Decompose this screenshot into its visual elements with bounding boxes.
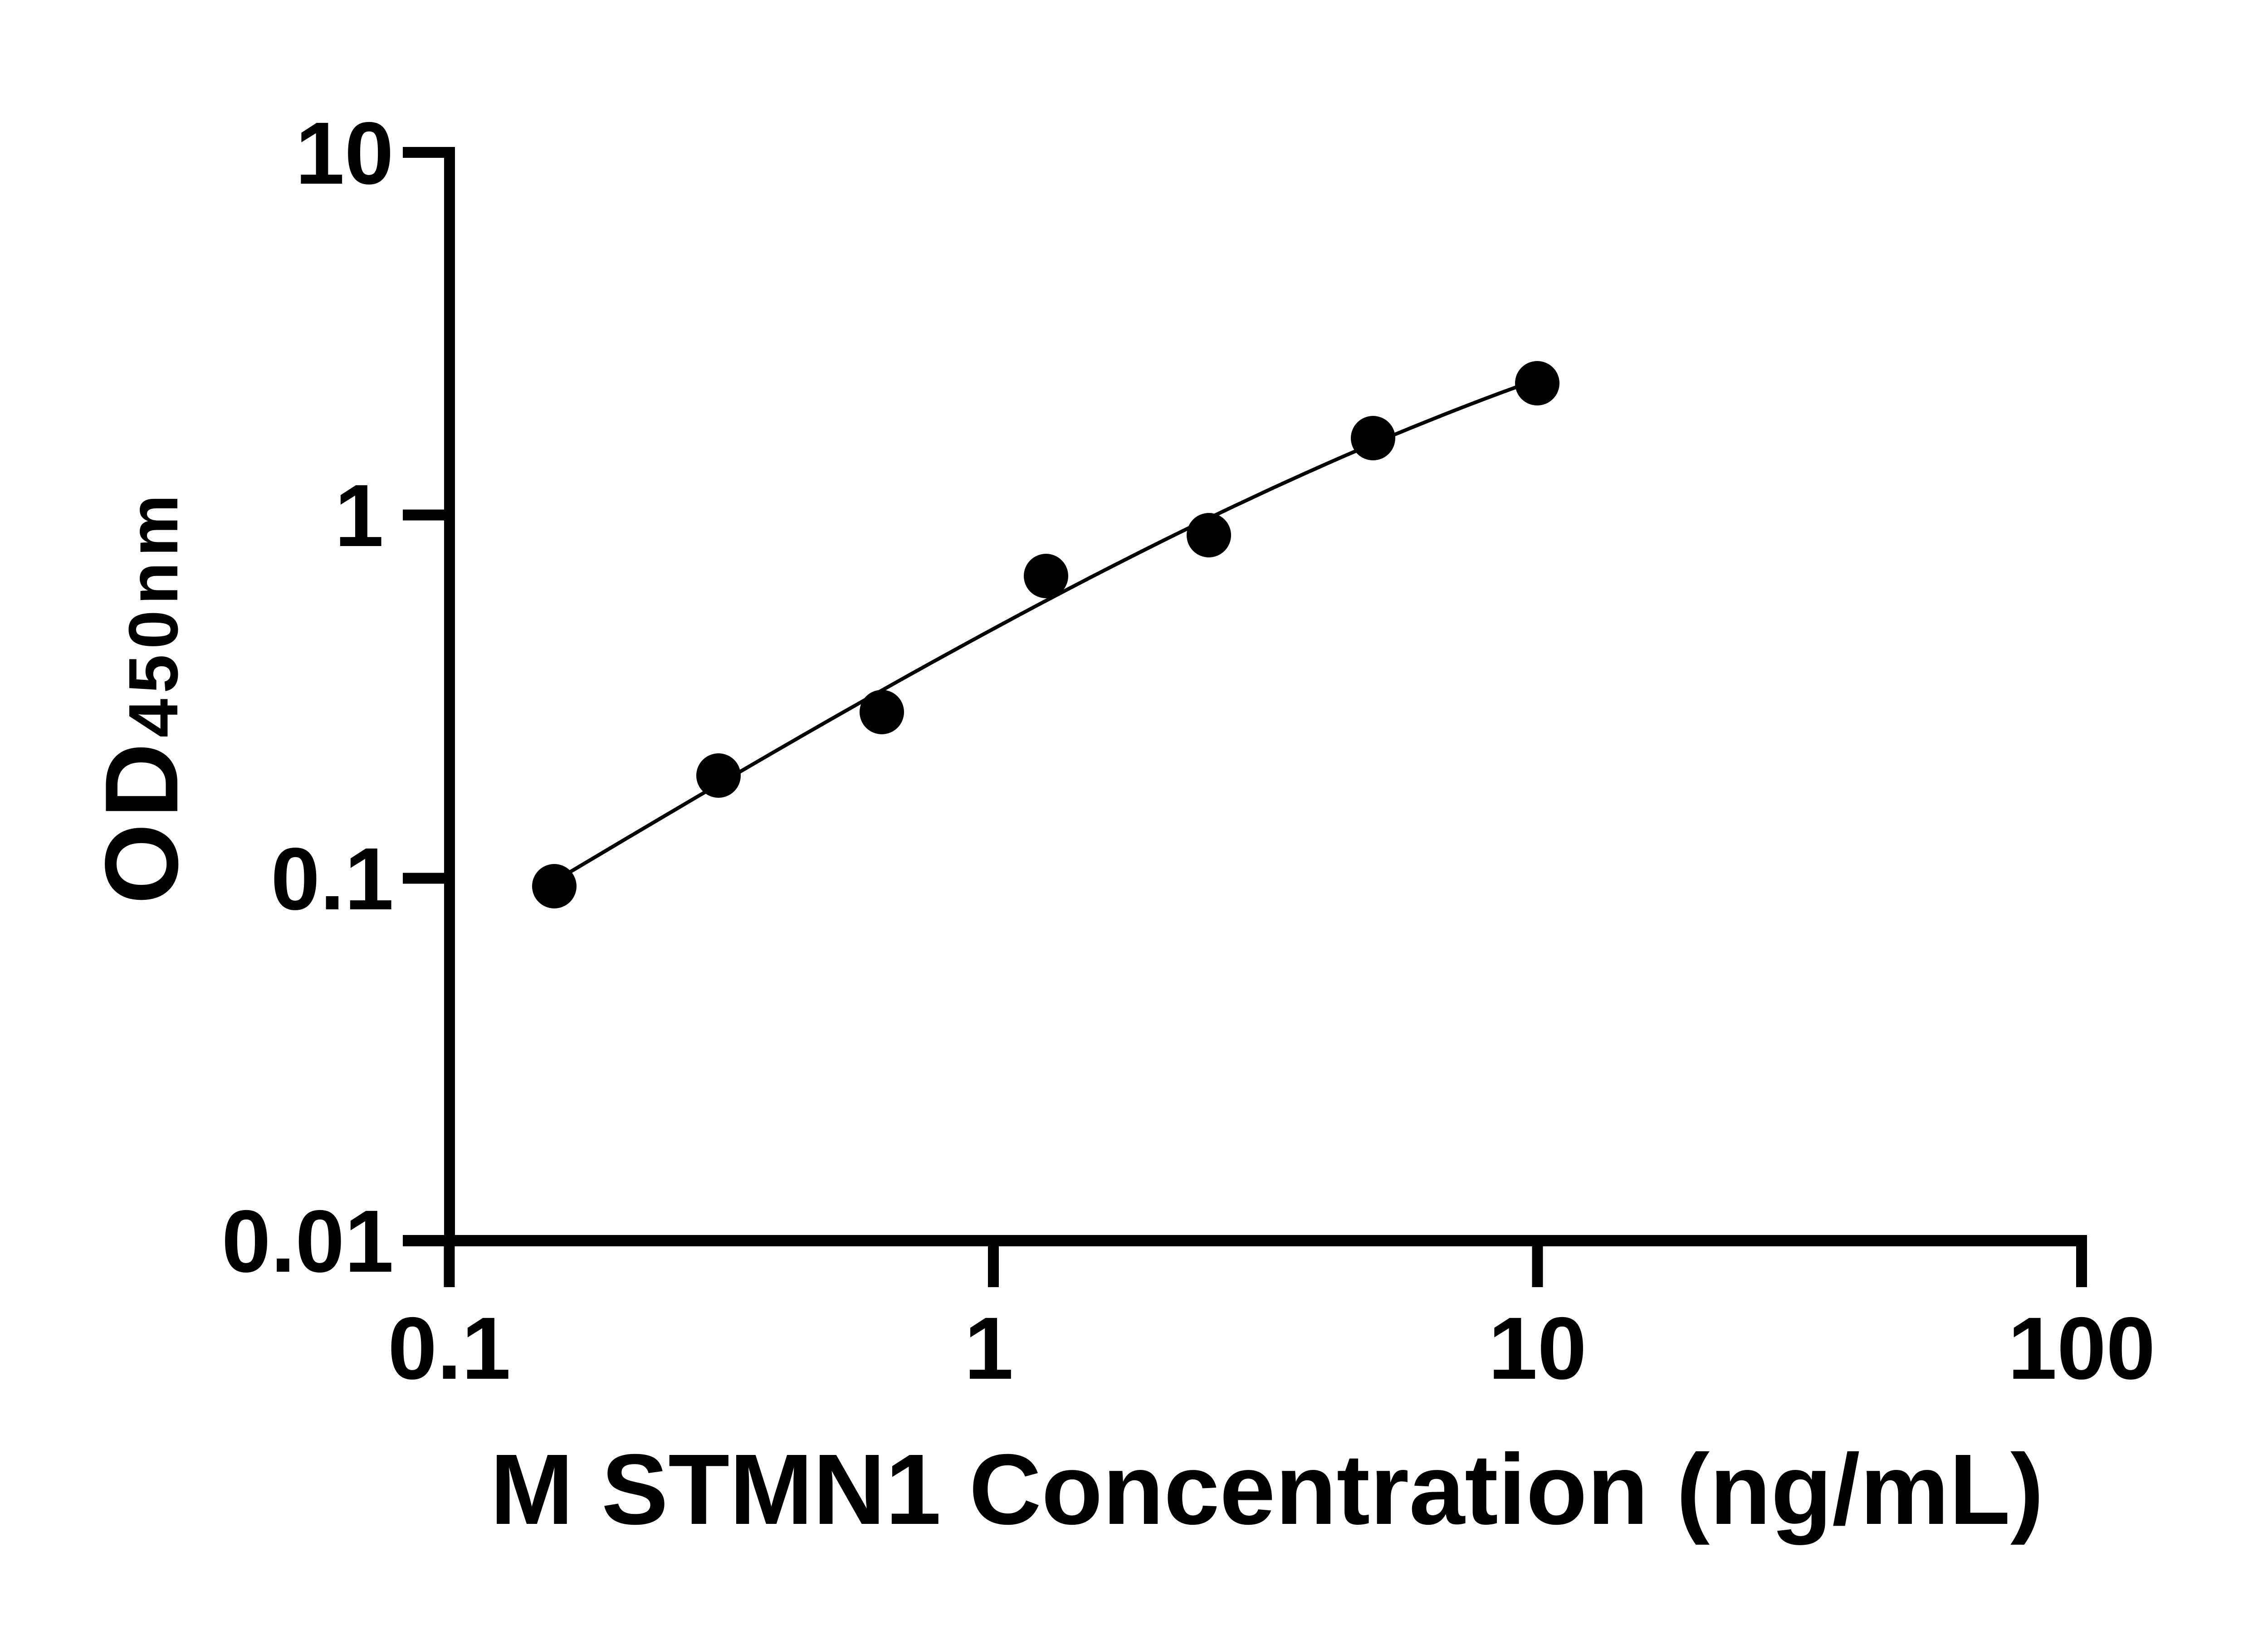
svg-text:M STMN1 Concentration (ng/mL): M STMN1 Concentration (ng/mL) bbox=[490, 1433, 2043, 1545]
svg-text:10: 10 bbox=[295, 104, 394, 203]
svg-text:100: 100 bbox=[2008, 1299, 2155, 1398]
svg-text:0.01: 0.01 bbox=[221, 1192, 394, 1291]
svg-text:1: 1 bbox=[335, 466, 384, 565]
svg-text:1: 1 bbox=[964, 1299, 1013, 1398]
svg-text:10: 10 bbox=[1488, 1299, 1587, 1398]
svg-text:OD450nm: OD450nm bbox=[83, 489, 200, 904]
svg-text:0.1: 0.1 bbox=[271, 830, 394, 928]
svg-text:0.1: 0.1 bbox=[388, 1299, 511, 1398]
